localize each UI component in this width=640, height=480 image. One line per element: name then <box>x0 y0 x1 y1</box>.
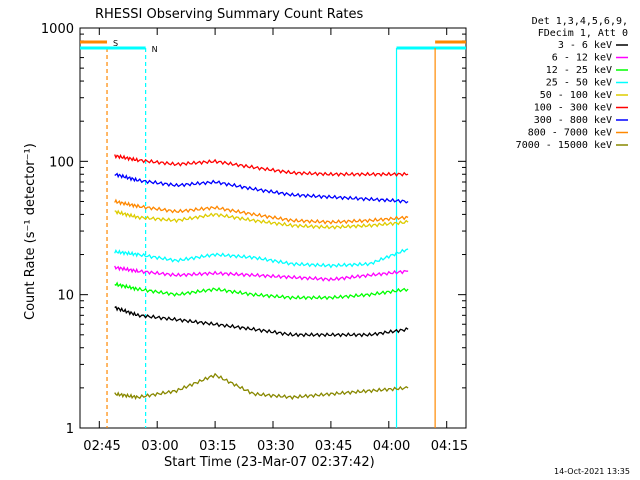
legend: Det 1,3,4,5,6,9,FDecim 1, Att 03 - 6 keV… <box>516 16 628 151</box>
legend-label: 800 - 7000 keV <box>528 128 612 139</box>
legend-label: 25 - 50 keV <box>546 78 612 89</box>
legend-label: 300 - 800 keV <box>534 115 612 126</box>
chart-title: RHESSI Observing Summary Count Rates <box>95 7 364 22</box>
series-line <box>114 198 409 225</box>
attenuator-bands: SN <box>80 39 466 428</box>
band-label: S <box>113 39 118 48</box>
legend-label: 3 - 6 keV <box>558 40 612 51</box>
y-tick-label: 10 <box>57 289 74 304</box>
y-axis: 1 10 100 1000 <box>41 22 466 437</box>
legend-label: 100 - 300 keV <box>534 103 612 114</box>
series-line <box>114 305 409 338</box>
legend-label: 50 - 100 keV <box>540 90 612 101</box>
x-tick-label: 04:00 <box>373 439 410 454</box>
series-line <box>114 153 409 178</box>
legend-label: 6 - 12 keV <box>552 53 612 64</box>
x-tick-label: 03:00 <box>141 439 178 454</box>
x-axis-label: Start Time (23-Mar-07 02:37:42) <box>164 455 375 470</box>
x-tick-label: 03:30 <box>257 439 294 454</box>
x-tick-label: 03:15 <box>199 439 236 454</box>
series-line <box>114 372 409 401</box>
footer-date: 14-Oct-2021 13:35 <box>554 467 630 476</box>
legend-header: FDecim 1, Att 0 <box>538 28 628 39</box>
legend-label: 7000 - 15000 keV <box>516 140 612 151</box>
band-label: N <box>152 45 158 54</box>
series-line <box>114 265 409 282</box>
x-axis: 02:45 03:00 03:15 03:30 03:45 04:00 04:15 <box>83 28 468 454</box>
legend-header: Det 1,3,4,5,6,9, <box>532 16 628 27</box>
x-tick-label: 03:45 <box>315 439 352 454</box>
x-tick-label: 04:15 <box>431 439 468 454</box>
series-lines <box>114 153 409 401</box>
series-line <box>114 248 409 269</box>
y-tick-label: 1 <box>66 422 74 437</box>
series-line <box>114 209 409 230</box>
legend-label: 12 - 25 keV <box>546 65 612 76</box>
series-line <box>114 281 409 301</box>
series-line <box>114 172 409 204</box>
plot-border <box>79 27 467 429</box>
plot-frame <box>79 27 467 429</box>
y-axis-label: Count Rate (s⁻¹ detector⁻¹) <box>23 143 38 320</box>
y-tick-label: 1000 <box>41 22 74 37</box>
x-tick-label: 02:45 <box>83 439 120 454</box>
y-tick-label: 100 <box>49 155 74 170</box>
